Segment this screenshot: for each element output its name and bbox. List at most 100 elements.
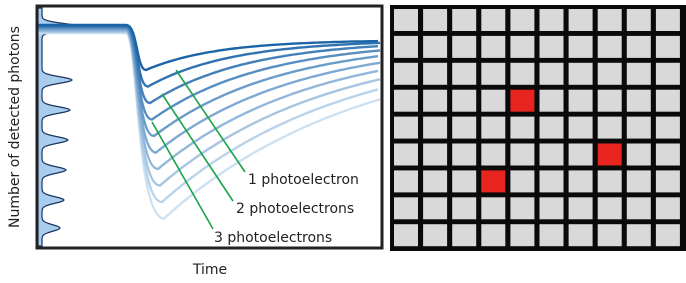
pixel — [598, 224, 622, 246]
pixel — [540, 36, 564, 58]
pointer-line — [152, 122, 213, 229]
pixel — [569, 144, 593, 166]
pixel — [481, 90, 505, 112]
pixel — [656, 36, 680, 58]
pixel — [540, 63, 564, 85]
pixel — [627, 9, 651, 31]
pixel — [540, 9, 564, 31]
pixel — [423, 144, 447, 166]
pixel — [394, 90, 418, 112]
x-axis-label: Time — [192, 262, 227, 278]
pixel — [656, 144, 680, 166]
pixel — [656, 170, 680, 192]
photon-histogram — [38, 8, 82, 246]
pixel — [569, 36, 593, 58]
pixel — [510, 224, 534, 246]
pixel — [540, 197, 564, 219]
pixel — [510, 117, 534, 139]
pixel — [423, 9, 447, 31]
figure: 1 photoelectron 2 photoelectrons 3 photo… — [0, 0, 686, 283]
pixel — [598, 170, 622, 192]
pixel — [423, 197, 447, 219]
pixel — [452, 36, 476, 58]
pixel — [423, 36, 447, 58]
lit-pixel — [481, 170, 505, 192]
pixel — [569, 117, 593, 139]
pixel — [540, 117, 564, 139]
pixel — [510, 170, 534, 192]
pixel — [394, 117, 418, 139]
pixel — [452, 224, 476, 246]
pixel — [598, 197, 622, 219]
pixel — [627, 144, 651, 166]
pixel — [569, 170, 593, 192]
pixel — [540, 170, 564, 192]
lit-pixel — [598, 144, 622, 166]
pixel — [569, 224, 593, 246]
pixel — [627, 117, 651, 139]
pixel — [627, 63, 651, 85]
pixel — [423, 170, 447, 192]
pixel — [452, 197, 476, 219]
pixel — [656, 197, 680, 219]
y-axis-label: Number of detected photons — [7, 26, 23, 228]
pixel — [510, 63, 534, 85]
pixel — [598, 63, 622, 85]
pixel — [598, 9, 622, 31]
pixel — [452, 117, 476, 139]
pixel — [452, 9, 476, 31]
pixel — [394, 36, 418, 58]
pixel — [510, 9, 534, 31]
pixel — [423, 90, 447, 112]
pixel — [481, 144, 505, 166]
pixel — [481, 36, 505, 58]
pixel — [394, 63, 418, 85]
pixel — [452, 63, 476, 85]
pixel — [423, 224, 447, 246]
pixel — [452, 144, 476, 166]
waveform — [38, 33, 380, 218]
pixel — [481, 9, 505, 31]
pixel — [540, 90, 564, 112]
pixel — [598, 90, 622, 112]
pixel — [394, 144, 418, 166]
pixel — [394, 197, 418, 219]
pixel — [481, 63, 505, 85]
pixel — [598, 117, 622, 139]
pixel — [423, 117, 447, 139]
annotation: 2 photoelectrons — [236, 201, 354, 217]
pixel — [569, 63, 593, 85]
pixel — [540, 224, 564, 246]
pixel — [394, 9, 418, 31]
pixel — [394, 224, 418, 246]
pixel — [627, 170, 651, 192]
pixel — [452, 90, 476, 112]
page: {"axes": {"x_label": "Time", "y_label": … — [0, 0, 686, 283]
pixel — [627, 224, 651, 246]
pixel — [510, 36, 534, 58]
pixel — [481, 197, 505, 219]
pixel — [627, 36, 651, 58]
pixel — [656, 90, 680, 112]
pixel — [481, 117, 505, 139]
pixel — [569, 90, 593, 112]
pixel — [481, 224, 505, 246]
pixel — [452, 170, 476, 192]
pixel — [598, 36, 622, 58]
waveform — [38, 31, 380, 185]
pixel — [627, 90, 651, 112]
pixel — [540, 144, 564, 166]
annotation: 3 photoelectrons — [214, 230, 332, 246]
pixel — [510, 144, 534, 166]
waveform — [38, 30, 380, 153]
pixel — [510, 197, 534, 219]
pixel — [569, 197, 593, 219]
pixel — [394, 170, 418, 192]
pixel — [656, 117, 680, 139]
pixel — [656, 63, 680, 85]
annotation: 1 photoelectron — [248, 172, 359, 188]
pointer-line — [176, 70, 245, 172]
lit-pixel — [510, 90, 534, 112]
pixel — [656, 224, 680, 246]
pixel — [423, 63, 447, 85]
